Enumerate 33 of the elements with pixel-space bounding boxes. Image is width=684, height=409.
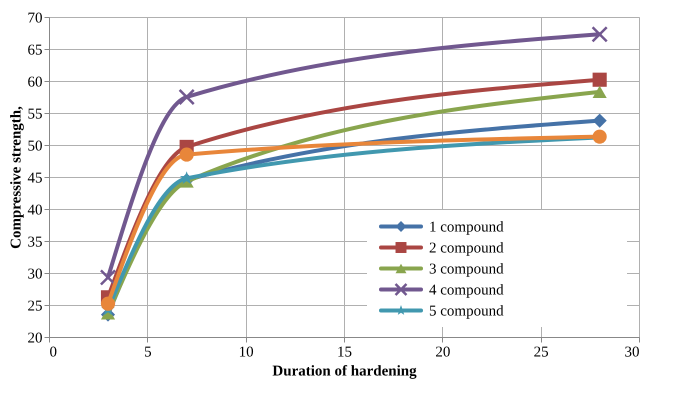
x-tick-label: 0 xyxy=(50,344,57,360)
legend-label: 2 compound xyxy=(429,240,504,256)
legend-label: 5 compound xyxy=(429,304,504,320)
legend-label: 1 compound xyxy=(429,220,504,236)
y-tick-label: 65 xyxy=(28,42,42,58)
x-tick-label: 15 xyxy=(337,344,352,360)
y-tick-label: 70 xyxy=(28,10,42,26)
point xyxy=(592,72,607,87)
y-tick-label: 35 xyxy=(28,234,42,250)
point xyxy=(178,88,195,106)
y-tick-label: 60 xyxy=(28,74,42,90)
point xyxy=(592,86,607,98)
legend-label: 3 compound xyxy=(429,262,504,278)
y-tick-label: 50 xyxy=(28,138,42,154)
x-axis-title: Duration of hardening xyxy=(272,364,418,380)
point xyxy=(592,114,607,128)
y-tick-label: 25 xyxy=(28,298,42,314)
y-tick-label: 20 xyxy=(28,330,42,346)
y-tick-label: 40 xyxy=(28,202,42,218)
x-tick-label: 20 xyxy=(435,344,450,360)
x-tick-label: 5 xyxy=(144,344,152,360)
y-axis-title: Compressive strength, xyxy=(8,106,24,249)
x-tick-label: 25 xyxy=(534,344,549,360)
point xyxy=(100,296,116,311)
y-tick-label: 45 xyxy=(28,170,42,186)
y-tick-label: 55 xyxy=(28,106,42,122)
legend-label: 4 compound xyxy=(429,282,504,298)
point xyxy=(591,26,608,43)
x-tick-label: 30 xyxy=(624,344,640,360)
x-tick-label: 10 xyxy=(238,344,254,360)
point xyxy=(180,148,194,162)
y-tick-label: 30 xyxy=(28,266,42,282)
point xyxy=(100,269,116,286)
